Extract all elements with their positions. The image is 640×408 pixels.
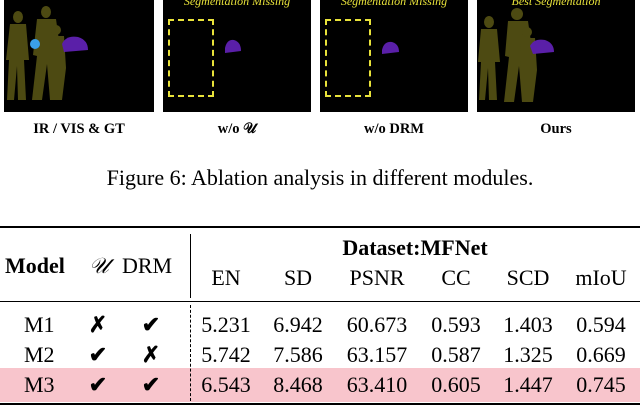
metric-value: 8.468 bbox=[273, 372, 323, 397]
panel-label: w/o DRM bbox=[363, 121, 424, 137]
header-drm: DRM bbox=[122, 253, 173, 278]
metric-header: CC bbox=[441, 265, 471, 290]
metric-value: 5.231 bbox=[201, 312, 251, 337]
metric-value: 1.403 bbox=[503, 312, 553, 337]
panel-label: Ours bbox=[540, 121, 572, 137]
panel-label: w/o 𝒰 bbox=[217, 121, 257, 137]
metric-header: SD bbox=[283, 265, 313, 290]
metric-value: 0.745 bbox=[576, 372, 626, 397]
metric-header: mIoU bbox=[575, 265, 627, 290]
row-model: M2 bbox=[24, 342, 55, 367]
metric-value: 6.942 bbox=[273, 312, 323, 337]
row-drm-check: ✔ bbox=[141, 372, 161, 397]
metric-value: 1.325 bbox=[503, 342, 553, 367]
row-u-check: ✗ bbox=[88, 312, 108, 337]
row-drm-check: ✔ bbox=[141, 312, 161, 337]
mid-rule bbox=[0, 301, 640, 302]
header-u: 𝒰 bbox=[89, 253, 109, 278]
metric-value: 60.673 bbox=[346, 312, 408, 337]
metric-header: SCD bbox=[506, 265, 550, 290]
panel-wo-drm: Segmentation Missing bbox=[320, 0, 468, 112]
bottom-rule bbox=[0, 403, 640, 405]
metric-value: 5.742 bbox=[201, 342, 251, 367]
row-u-check: ✔ bbox=[88, 342, 108, 367]
row-separator bbox=[190, 305, 191, 401]
metric-value: 0.587 bbox=[431, 342, 481, 367]
panel-overlay-text: Segmentation Missing bbox=[183, 0, 291, 8]
metric-value: 0.669 bbox=[576, 342, 626, 367]
metric-value: 63.157 bbox=[346, 342, 408, 367]
header-dataset: Dataset:MFNet bbox=[342, 235, 488, 260]
segmentation-image bbox=[478, 8, 554, 102]
panel-label: IR / VIS & GT bbox=[33, 121, 125, 137]
metric-value: 0.605 bbox=[431, 372, 481, 397]
figure-caption: Figure 6: Ablation analysis in different… bbox=[106, 165, 534, 190]
metric-header: EN bbox=[211, 265, 241, 290]
header-model: Model bbox=[5, 253, 65, 278]
panel-ours: Best Segmentation bbox=[477, 0, 635, 112]
row-drm-check: ✗ bbox=[141, 342, 161, 367]
header-separator bbox=[190, 234, 191, 298]
segmentation-image bbox=[225, 39, 241, 53]
metric-value: 7.586 bbox=[273, 342, 323, 367]
row-model: M1 bbox=[24, 312, 55, 337]
segmentation-image bbox=[6, 6, 88, 100]
missing-region-box bbox=[168, 19, 214, 97]
segmentation-image bbox=[382, 41, 399, 54]
panel-wo-u: Segmentation Missing bbox=[163, 0, 311, 112]
metric-value: 1.447 bbox=[503, 372, 553, 397]
row-model: M3 bbox=[24, 372, 55, 397]
metric-value: 0.594 bbox=[576, 312, 626, 337]
missing-region-box bbox=[325, 19, 371, 97]
metric-value: 63.410 bbox=[346, 372, 408, 397]
highlight-row bbox=[0, 368, 640, 402]
panel-ir-vis-gt bbox=[4, 0, 154, 112]
metric-value: 6.543 bbox=[201, 372, 251, 397]
metric-value: 0.593 bbox=[431, 312, 481, 337]
metric-header: PSNR bbox=[349, 265, 405, 290]
panel-overlay-text: Segmentation Missing bbox=[340, 0, 448, 8]
panel-overlay-text: Best Segmentation bbox=[511, 0, 601, 8]
top-rule bbox=[0, 226, 640, 228]
row-u-check: ✔ bbox=[88, 372, 108, 397]
